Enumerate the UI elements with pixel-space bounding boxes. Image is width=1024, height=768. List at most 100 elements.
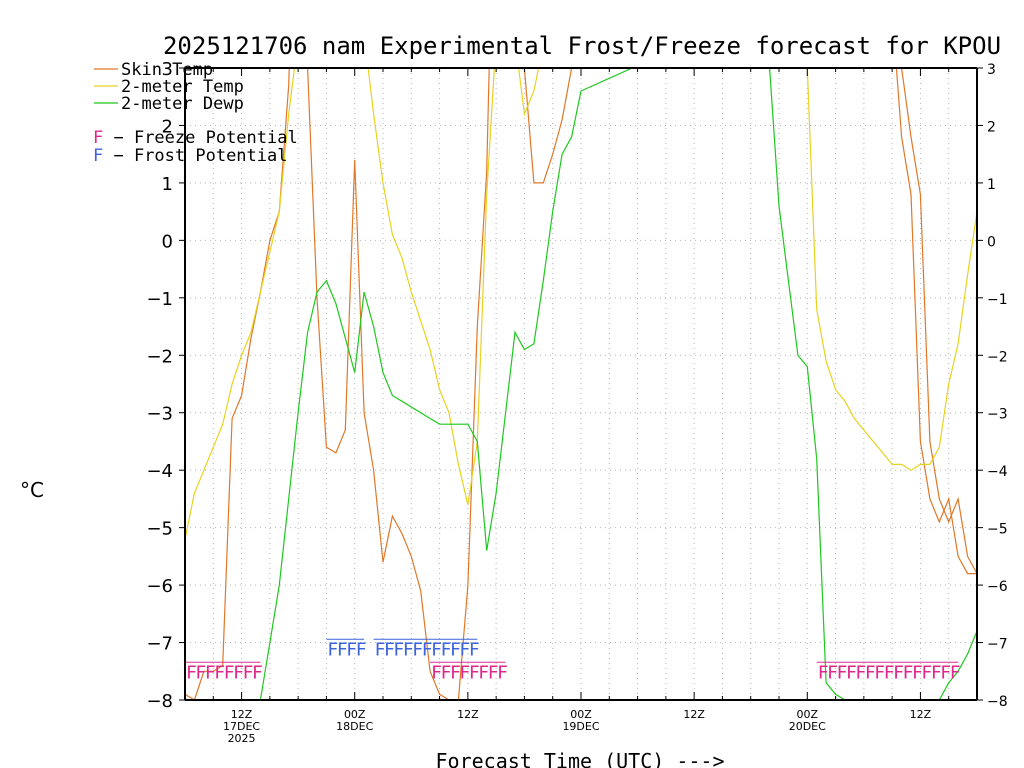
y-tick-label-left: 3: [162, 59, 173, 80]
freeze-potential-marker: F: [837, 662, 848, 683]
x-tick-label: 18DEC: [336, 720, 373, 733]
frost-potential-marker: F: [384, 639, 395, 660]
y-tick-label-right: −4: [987, 464, 1008, 480]
freeze-potential-marker: F: [450, 662, 461, 683]
y-tick-label-left: 2: [162, 116, 173, 137]
legend-label: Skin Temp: [121, 60, 213, 80]
grid-lines: [185, 68, 977, 700]
freeze-potential-marker: F: [488, 662, 499, 683]
legend-marker-text: − Frost Potential: [103, 146, 287, 166]
chart-title: 2025121706 nam Experimental Frost/Freeze…: [163, 32, 1001, 60]
y-tick-label-right: 2: [987, 119, 996, 135]
frost-potential-marker: F: [337, 639, 348, 660]
y-tick-label-right: −1: [987, 292, 1008, 308]
x-tick-label: 17DEC: [223, 720, 260, 733]
legend-marker-symbol: F: [93, 128, 103, 148]
series-line-2-meter-dewp: [259, 68, 977, 700]
y-tick-label-right: −5: [987, 522, 1008, 538]
series-line-2-meter-temp: [185, 68, 540, 540]
y-tick-label-left: −2: [146, 346, 173, 367]
freeze-potential-marker: F: [469, 662, 480, 683]
freeze-potential-marker: F: [950, 662, 961, 683]
freeze-potential-marker: F: [497, 662, 508, 683]
freeze-potential-marker: F: [912, 662, 923, 683]
y-tick-label-right: 0: [987, 234, 996, 250]
x-tick-label: 00Z: [344, 708, 366, 721]
x-tick-label: 2025: [228, 732, 256, 745]
legend-marker-text: − Freeze Potential: [103, 128, 297, 148]
axes: 3 3 2 2 1 1 0 0 −1 −1 −2 −2 −3 −3 −4 −4 −5 −5 −6 −6 −7 −7 −8 −8…: [146, 59, 1007, 745]
freeze-potential-marker: F: [827, 662, 838, 683]
x-tick-label: 12Z: [910, 708, 932, 721]
freeze-potential-marker: F: [243, 662, 254, 683]
y-tick-label-left: −6: [146, 576, 173, 597]
y-tick-label-right: −6: [987, 579, 1008, 595]
freeze-potential-marker: F: [865, 662, 876, 683]
freeze-potential-marker: F: [921, 662, 932, 683]
freeze-potential-marker: F: [431, 662, 442, 683]
y-tick-label-left: 0: [162, 231, 173, 252]
freeze-potential-marker: F: [195, 662, 206, 683]
x-tick-label: 00Z: [797, 708, 819, 721]
freeze-potential-marker: F: [205, 662, 216, 683]
freeze-potential-marker: F: [855, 662, 866, 683]
series-line-skin-temp-late: [895, 68, 977, 575]
x-tick-label: 12Z: [231, 708, 253, 721]
y-tick-label-right: 1: [987, 177, 996, 193]
freeze-potential-marker: F: [893, 662, 904, 683]
frost-potential-marker: F: [459, 639, 470, 660]
frost-potential-marker: F: [327, 639, 338, 660]
freeze-potential-marker: F: [931, 662, 942, 683]
frost-potential-marker: F: [412, 639, 423, 660]
freeze-potential-marker: F: [252, 662, 263, 683]
freeze-potential-marker: F: [478, 662, 489, 683]
y-tick-label-left: −1: [146, 289, 173, 310]
frost-potential-marker: F: [450, 639, 461, 660]
y-tick-label-left: −4: [146, 461, 173, 482]
frost-potential-marker: F: [346, 639, 357, 660]
freeze-potential-marker: F: [940, 662, 951, 683]
y-axis-label: °C: [20, 478, 44, 502]
legend-label: 2-meter Temp: [121, 77, 244, 97]
frost-potential-marker: F: [441, 639, 452, 660]
y-tick-label-right: 3: [987, 62, 996, 78]
legend-marker-label: F − Frost Potential: [93, 146, 287, 166]
freeze-potential-marker: F: [186, 662, 197, 683]
freeze-potential-marker: F: [874, 662, 885, 683]
freeze-potential-marker: F: [224, 662, 235, 683]
series-line-2-meter-temp-late: [806, 68, 977, 471]
x-tick-label: 12Z: [457, 708, 479, 721]
y-tick-label-left: −5: [146, 519, 173, 540]
freeze-potential-marker: F: [459, 662, 470, 683]
freeze-potential-marker: F: [214, 662, 225, 683]
x-axis-label: Forecast Time (UTC) --->: [436, 749, 725, 768]
legend-marker-label: F − Freeze Potential: [93, 128, 298, 148]
frost-potential-marker: F: [393, 639, 404, 660]
y-tick-label-left: −7: [146, 634, 173, 655]
y-tick-label-left: 1: [162, 174, 173, 195]
frost-potential-marker: F: [356, 639, 367, 660]
frost-potential-marker: F: [469, 639, 480, 660]
y-tick-label-right: −3: [987, 407, 1008, 423]
y-tick-label-right: −7: [987, 637, 1008, 653]
x-tick-label: 19DEC: [562, 720, 599, 733]
x-tick-label: 12Z: [683, 708, 705, 721]
frost-potential-marker: F: [375, 639, 386, 660]
x-tick-label: 20DEC: [789, 720, 826, 733]
freeze-potential-marker: F: [903, 662, 914, 683]
freeze-potential-marker: F: [818, 662, 829, 683]
y-tick-label-left: −3: [146, 404, 173, 425]
series-lines: [185, 68, 977, 700]
y-tick-label-right: −2: [987, 349, 1008, 365]
y-tick-label-left: −8: [146, 691, 173, 712]
legend-label: 2-meter Dewp: [121, 94, 244, 114]
freeze-potential-marker: F: [884, 662, 895, 683]
series-line-skin-temp: [185, 68, 977, 700]
frost-potential-marker: F: [403, 639, 414, 660]
freeze-potential-marker: F: [233, 662, 244, 683]
frost-potential-marker: F: [431, 639, 442, 660]
freeze-potential-marker: F: [441, 662, 452, 683]
